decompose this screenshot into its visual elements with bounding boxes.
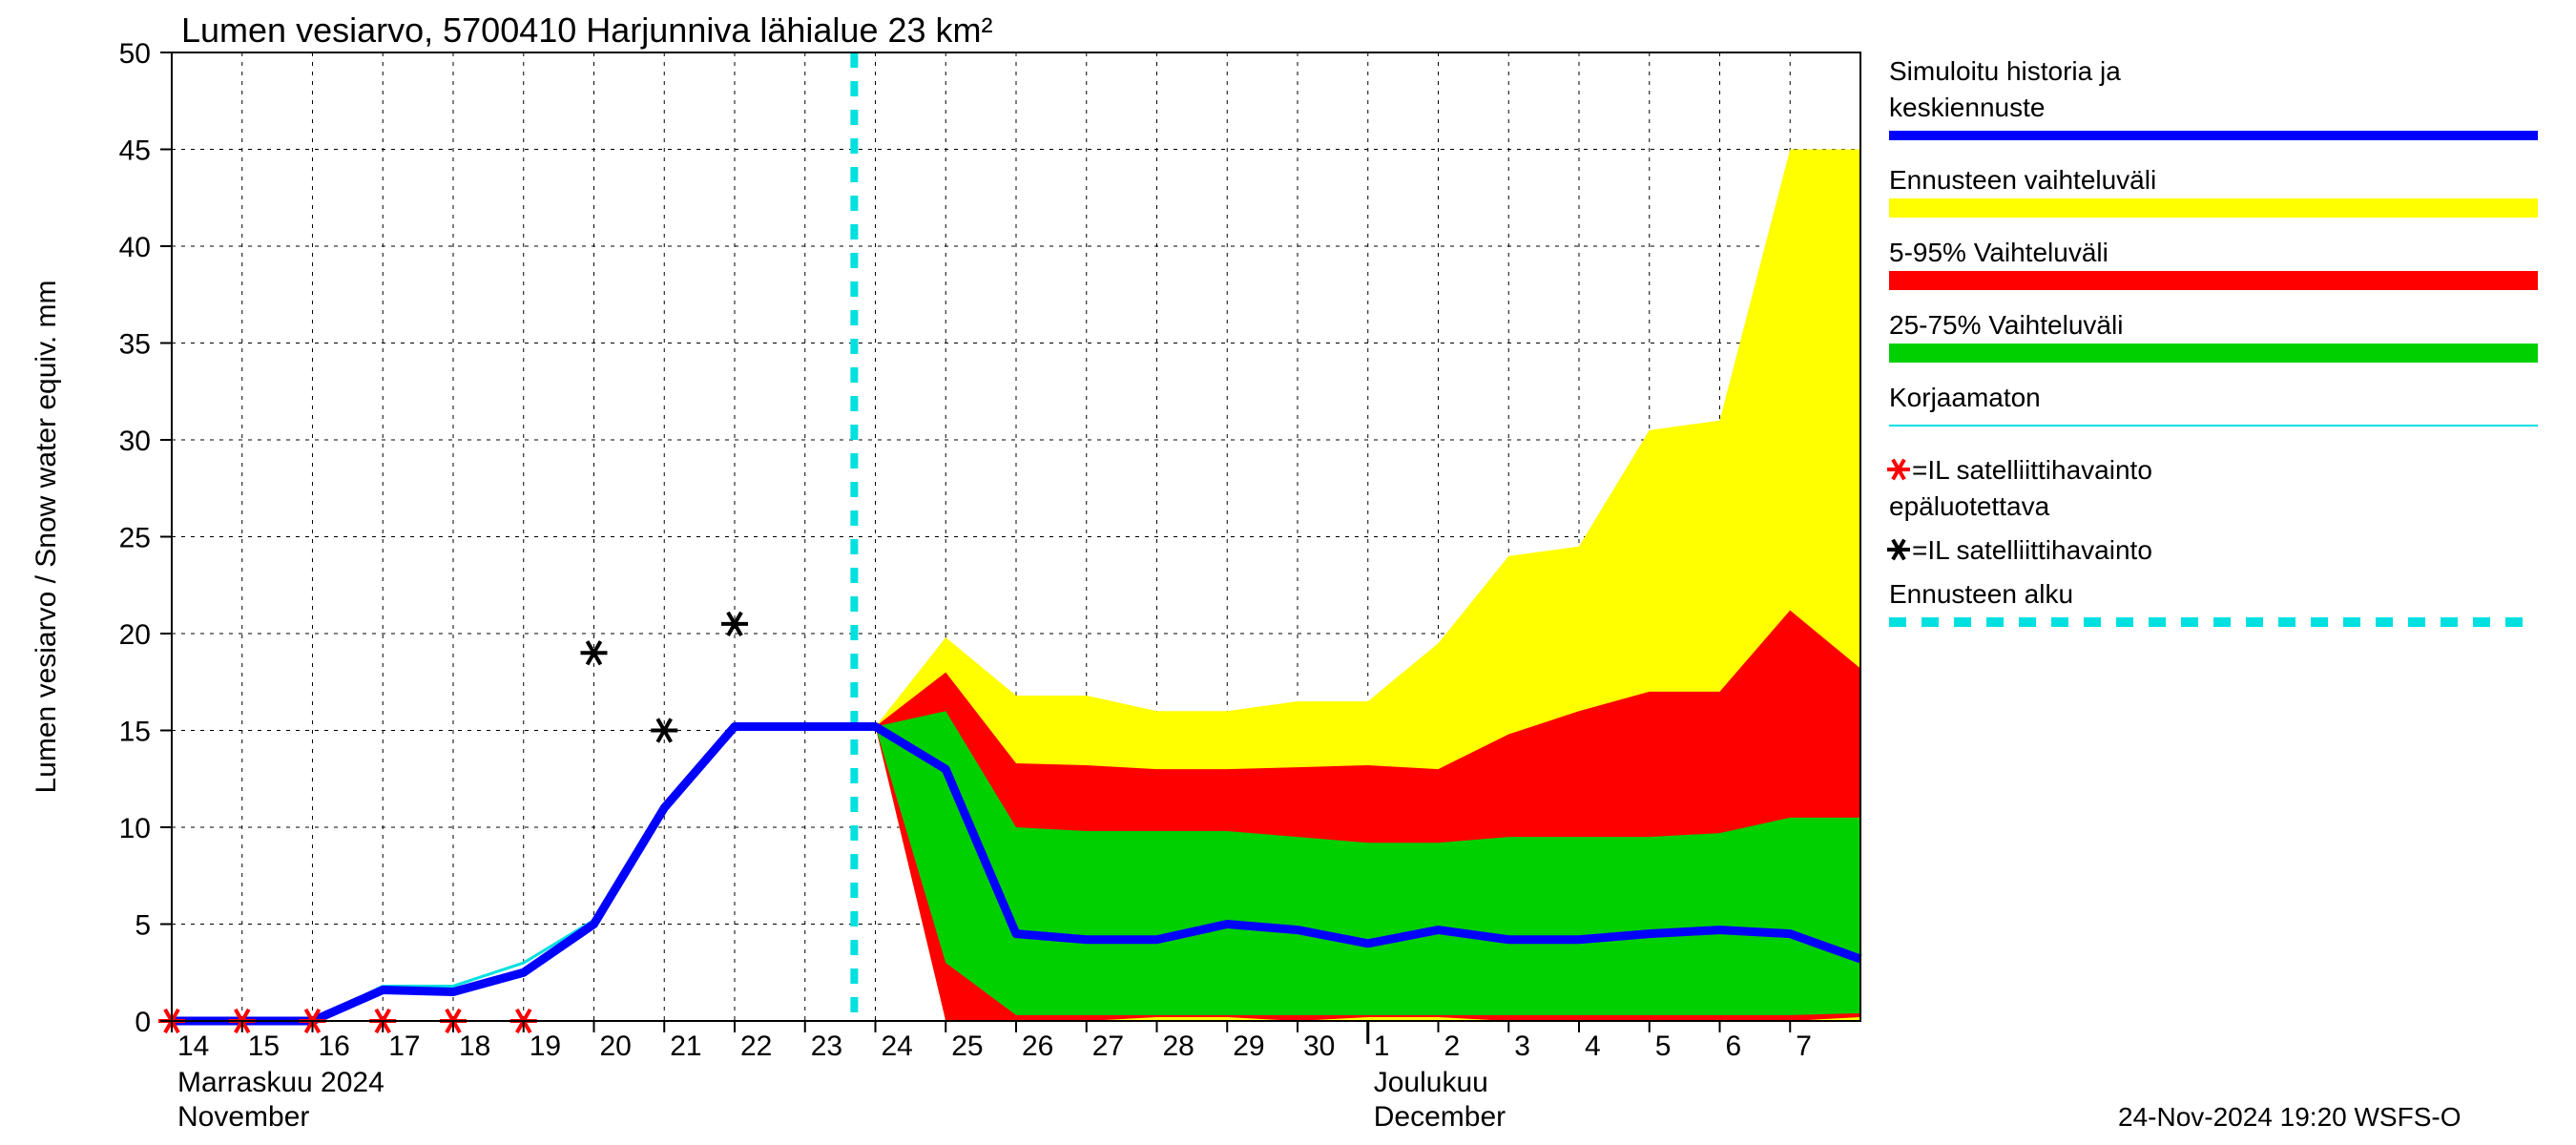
svg-text:15: 15 [119,717,151,748]
svg-text:Korjaamaton: Korjaamaton [1889,383,2041,412]
svg-text:25: 25 [951,1030,983,1062]
svg-text:1: 1 [1374,1030,1390,1062]
svg-text:23: 23 [811,1030,842,1062]
svg-text:epäluotettava: epäluotettava [1889,491,2050,521]
svg-text:50: 50 [119,38,151,70]
svg-text:15: 15 [248,1030,280,1062]
chart-svg: 0510152025303540455014151617181920212223… [0,0,2576,1145]
svg-text:21: 21 [670,1030,701,1062]
svg-text:45: 45 [119,135,151,167]
svg-text:0: 0 [135,1007,151,1038]
svg-text:5-95% Vaihteluväli: 5-95% Vaihteluväli [1889,238,2109,267]
svg-text:26: 26 [1022,1030,1053,1062]
svg-text:25-75% Vaihteluväli: 25-75% Vaihteluväli [1889,310,2123,340]
svg-text:Ennusteen alku: Ennusteen alku [1889,579,2073,609]
svg-text:5: 5 [135,910,151,942]
svg-text:20: 20 [600,1030,632,1062]
svg-text:7: 7 [1796,1030,1812,1062]
svg-text:35: 35 [119,329,151,361]
svg-text:2: 2 [1444,1030,1461,1062]
svg-text:3: 3 [1514,1030,1530,1062]
chart-container: 0510152025303540455014151617181920212223… [0,0,2576,1145]
svg-text:Marraskuu 2024: Marraskuu 2024 [177,1067,384,1098]
svg-text:28: 28 [1163,1030,1195,1062]
svg-text:Lumen vesiarvo, 5700410 Harjun: Lumen vesiarvo, 5700410 Harjunniva lähia… [181,10,993,50]
svg-text:December: December [1374,1101,1506,1133]
svg-text:20: 20 [119,619,151,651]
svg-text:14: 14 [177,1030,209,1062]
svg-text:6: 6 [1726,1030,1742,1062]
svg-text:18: 18 [459,1030,490,1062]
svg-text:Lumen vesiarvo / Snow water eq: Lumen vesiarvo / Snow water equiv. mm [31,281,62,794]
svg-text:4: 4 [1585,1030,1601,1062]
svg-text:Joulukuu: Joulukuu [1374,1067,1488,1098]
svg-text:November: November [177,1101,309,1133]
svg-text:Ennusteen vaihteluväli: Ennusteen vaihteluväli [1889,165,2156,195]
svg-text:24: 24 [882,1030,913,1062]
svg-text:22: 22 [740,1030,772,1062]
svg-text:40: 40 [119,232,151,263]
svg-text:25: 25 [119,523,151,554]
svg-text:19: 19 [530,1030,561,1062]
svg-text:=IL satelliittihavainto: =IL satelliittihavainto [1912,535,2152,565]
svg-text:29: 29 [1233,1030,1264,1062]
svg-text:5: 5 [1655,1030,1672,1062]
svg-text:17: 17 [388,1030,420,1062]
svg-text:10: 10 [119,813,151,844]
svg-text:30: 30 [119,426,151,457]
svg-text:27: 27 [1092,1030,1124,1062]
svg-text:24-Nov-2024 19:20 WSFS-O: 24-Nov-2024 19:20 WSFS-O [2118,1102,2462,1132]
svg-text:16: 16 [319,1030,350,1062]
svg-text:keskiennuste: keskiennuste [1889,93,2045,122]
svg-text:30: 30 [1303,1030,1335,1062]
svg-text:=IL satelliittihavainto: =IL satelliittihavainto [1912,455,2152,485]
svg-text:Simuloitu historia ja: Simuloitu historia ja [1889,56,2121,86]
